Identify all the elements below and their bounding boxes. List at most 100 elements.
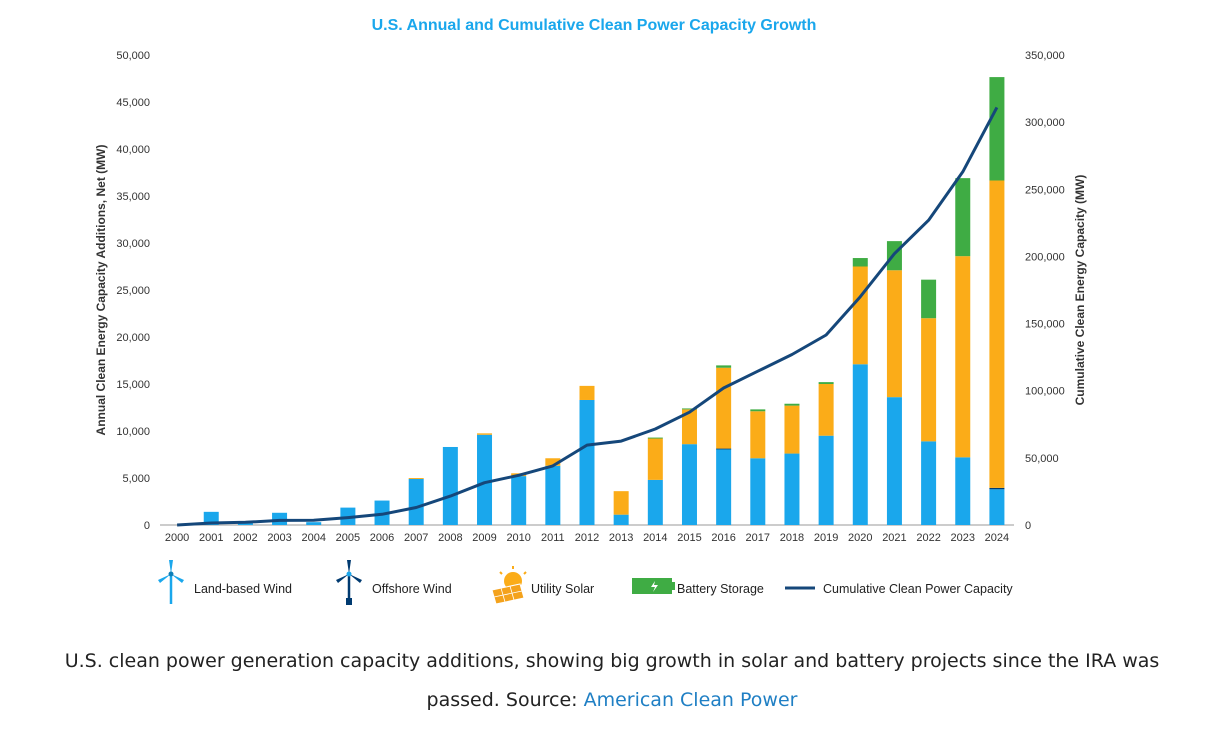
offshore-wind-icon <box>336 560 362 605</box>
bar-segment-land-based-wind <box>477 434 493 525</box>
x-tick-label: 2013 <box>609 532 633 544</box>
cumulative-capacity-line <box>177 106 999 527</box>
x-tick-label: 2015 <box>677 532 701 544</box>
bar-segment-battery-storage <box>989 77 1005 181</box>
x-tick-label: 2006 <box>370 532 394 544</box>
bar-segment-utility-solar <box>886 270 902 398</box>
bar-segment-utility-solar <box>955 256 971 458</box>
bar-segment-land-based-wind <box>579 399 595 525</box>
x-tick-label: 2022 <box>916 532 940 544</box>
y-axis-right-label: Cumulative Clean Energy Capacity (MW) <box>1073 175 1087 406</box>
x-tick-label: 2012 <box>575 532 599 544</box>
bar-segment-battery-storage <box>818 382 834 384</box>
y-right-tick-label: 300,000 <box>1025 117 1065 129</box>
x-tick-label: 2011 <box>541 532 565 544</box>
legend-offshore-wind: Offshore Wind <box>372 582 452 596</box>
x-tick-label: 2014 <box>643 532 667 544</box>
x-tick-label: 2010 <box>506 532 530 544</box>
legend-land-based-wind: Land-based Wind <box>194 582 292 596</box>
bar-segment-utility-solar <box>921 318 937 442</box>
caption: U.S. clean power generation capacity add… <box>40 642 1184 720</box>
bar-segment-utility-solar <box>647 438 663 480</box>
bar-segment-battery-storage <box>647 437 663 439</box>
bar-segment-land-based-wind <box>921 441 937 525</box>
legend: Land-based Wind Offshore Wind Utility So… <box>158 560 1013 605</box>
x-tick-label: 2000 <box>165 532 189 544</box>
bar-segment-battery-storage <box>921 279 937 319</box>
bar-segment-utility-solar <box>545 458 561 466</box>
bar-segment-battery-storage <box>955 178 971 257</box>
y-left-tick-label: 40,000 <box>116 144 150 156</box>
bar-segment-battery-storage <box>716 365 732 368</box>
bar-segment-land-based-wind <box>306 522 322 525</box>
bar-segment-battery-storage <box>750 409 766 412</box>
bar-segment-utility-solar <box>681 409 697 445</box>
y-left-tick-label: 35,000 <box>116 191 150 203</box>
y-right-tick-label: 100,000 <box>1025 386 1065 398</box>
x-tick-label: 2008 <box>438 532 462 544</box>
land-wind-icon <box>158 560 184 604</box>
x-tick-label: 2021 <box>882 532 906 544</box>
x-tick-label: 2005 <box>336 532 360 544</box>
y-right-tick-label: 350,000 <box>1025 50 1065 62</box>
bar-segment-utility-solar <box>750 411 766 459</box>
bar-segment-offshore-wind <box>716 448 732 450</box>
legend-cumulative-capacity: Cumulative Clean Power Capacity <box>823 582 1013 596</box>
y-left-tick-label: 15,000 <box>116 379 150 391</box>
x-tick-label: 2017 <box>746 532 770 544</box>
y-axis-left-label: Annual Clean Energy Capacity Additions, … <box>94 145 108 436</box>
bar-segment-land-based-wind <box>955 457 971 525</box>
bar-segment-land-based-wind <box>852 364 868 525</box>
x-tick-label: 2009 <box>472 532 496 544</box>
y-right-tick-label: 250,000 <box>1025 184 1065 196</box>
source-link[interactable]: American Clean Power <box>583 689 798 711</box>
bar-segment-utility-solar <box>784 405 800 454</box>
bar-segment-utility-solar <box>477 433 493 435</box>
bar-segment-land-based-wind <box>681 444 697 525</box>
x-tick-label: 2023 <box>951 532 975 544</box>
chart-title: U.S. Annual and Cumulative Clean Power C… <box>372 17 817 34</box>
y-right-tick-label: 0 <box>1025 520 1031 532</box>
x-tick-label: 2020 <box>848 532 872 544</box>
bar-segment-utility-solar <box>613 491 629 515</box>
legend-utility-solar: Utility Solar <box>531 582 594 596</box>
bar-segment-utility-solar <box>716 367 732 449</box>
y-left-tick-label: 25,000 <box>116 285 150 297</box>
x-tick-label: 2019 <box>814 532 838 544</box>
y-left-tick-label: 0 <box>144 520 150 532</box>
x-tick-label: 2007 <box>404 532 428 544</box>
bar-segment-land-based-wind <box>408 478 424 525</box>
solar-panel-icon <box>491 566 527 605</box>
bar-segment-land-based-wind <box>442 446 458 525</box>
x-tick-label: 2001 <box>199 532 223 544</box>
y-left-tick-label: 50,000 <box>116 50 150 62</box>
y-right-tick-label: 150,000 <box>1025 319 1065 331</box>
y-right-tick-label: 50,000 <box>1025 453 1059 465</box>
bar-segment-land-based-wind <box>716 448 732 525</box>
chart: U.S. Annual and Cumulative Clean Power C… <box>94 17 1087 605</box>
bar-segment-offshore-wind <box>989 487 1005 490</box>
bar-segment-utility-solar <box>818 384 834 436</box>
x-tick-label: 2003 <box>267 532 291 544</box>
bar-segment-land-based-wind <box>545 465 561 525</box>
legend-battery-storage: Battery Storage <box>677 582 764 596</box>
caption-text: U.S. clean power generation capacity add… <box>64 650 1160 711</box>
bar-segment-battery-storage <box>852 258 868 267</box>
x-tick-label: 2018 <box>780 532 804 544</box>
bar-segment-land-based-wind <box>750 458 766 525</box>
x-tick-label: 2024 <box>985 532 1009 544</box>
x-tick-label: 2016 <box>711 532 735 544</box>
y-right-tick-label: 200,000 <box>1025 251 1065 263</box>
bar-segment-land-based-wind <box>818 435 834 525</box>
y-left-tick-label: 30,000 <box>116 238 150 250</box>
bar-segment-utility-solar <box>989 180 1005 488</box>
y-left-tick-label: 10,000 <box>116 426 150 438</box>
bar-segment-battery-storage <box>784 403 800 406</box>
bar-segment-land-based-wind <box>647 479 663 525</box>
y-left-tick-label: 45,000 <box>116 97 150 109</box>
bar-segment-land-based-wind <box>511 476 527 525</box>
y-left-tick-label: 5,000 <box>122 473 150 485</box>
bar-segment-utility-solar <box>579 385 595 400</box>
x-tick-label: 2002 <box>233 532 257 544</box>
bar-segment-land-based-wind <box>989 489 1005 525</box>
